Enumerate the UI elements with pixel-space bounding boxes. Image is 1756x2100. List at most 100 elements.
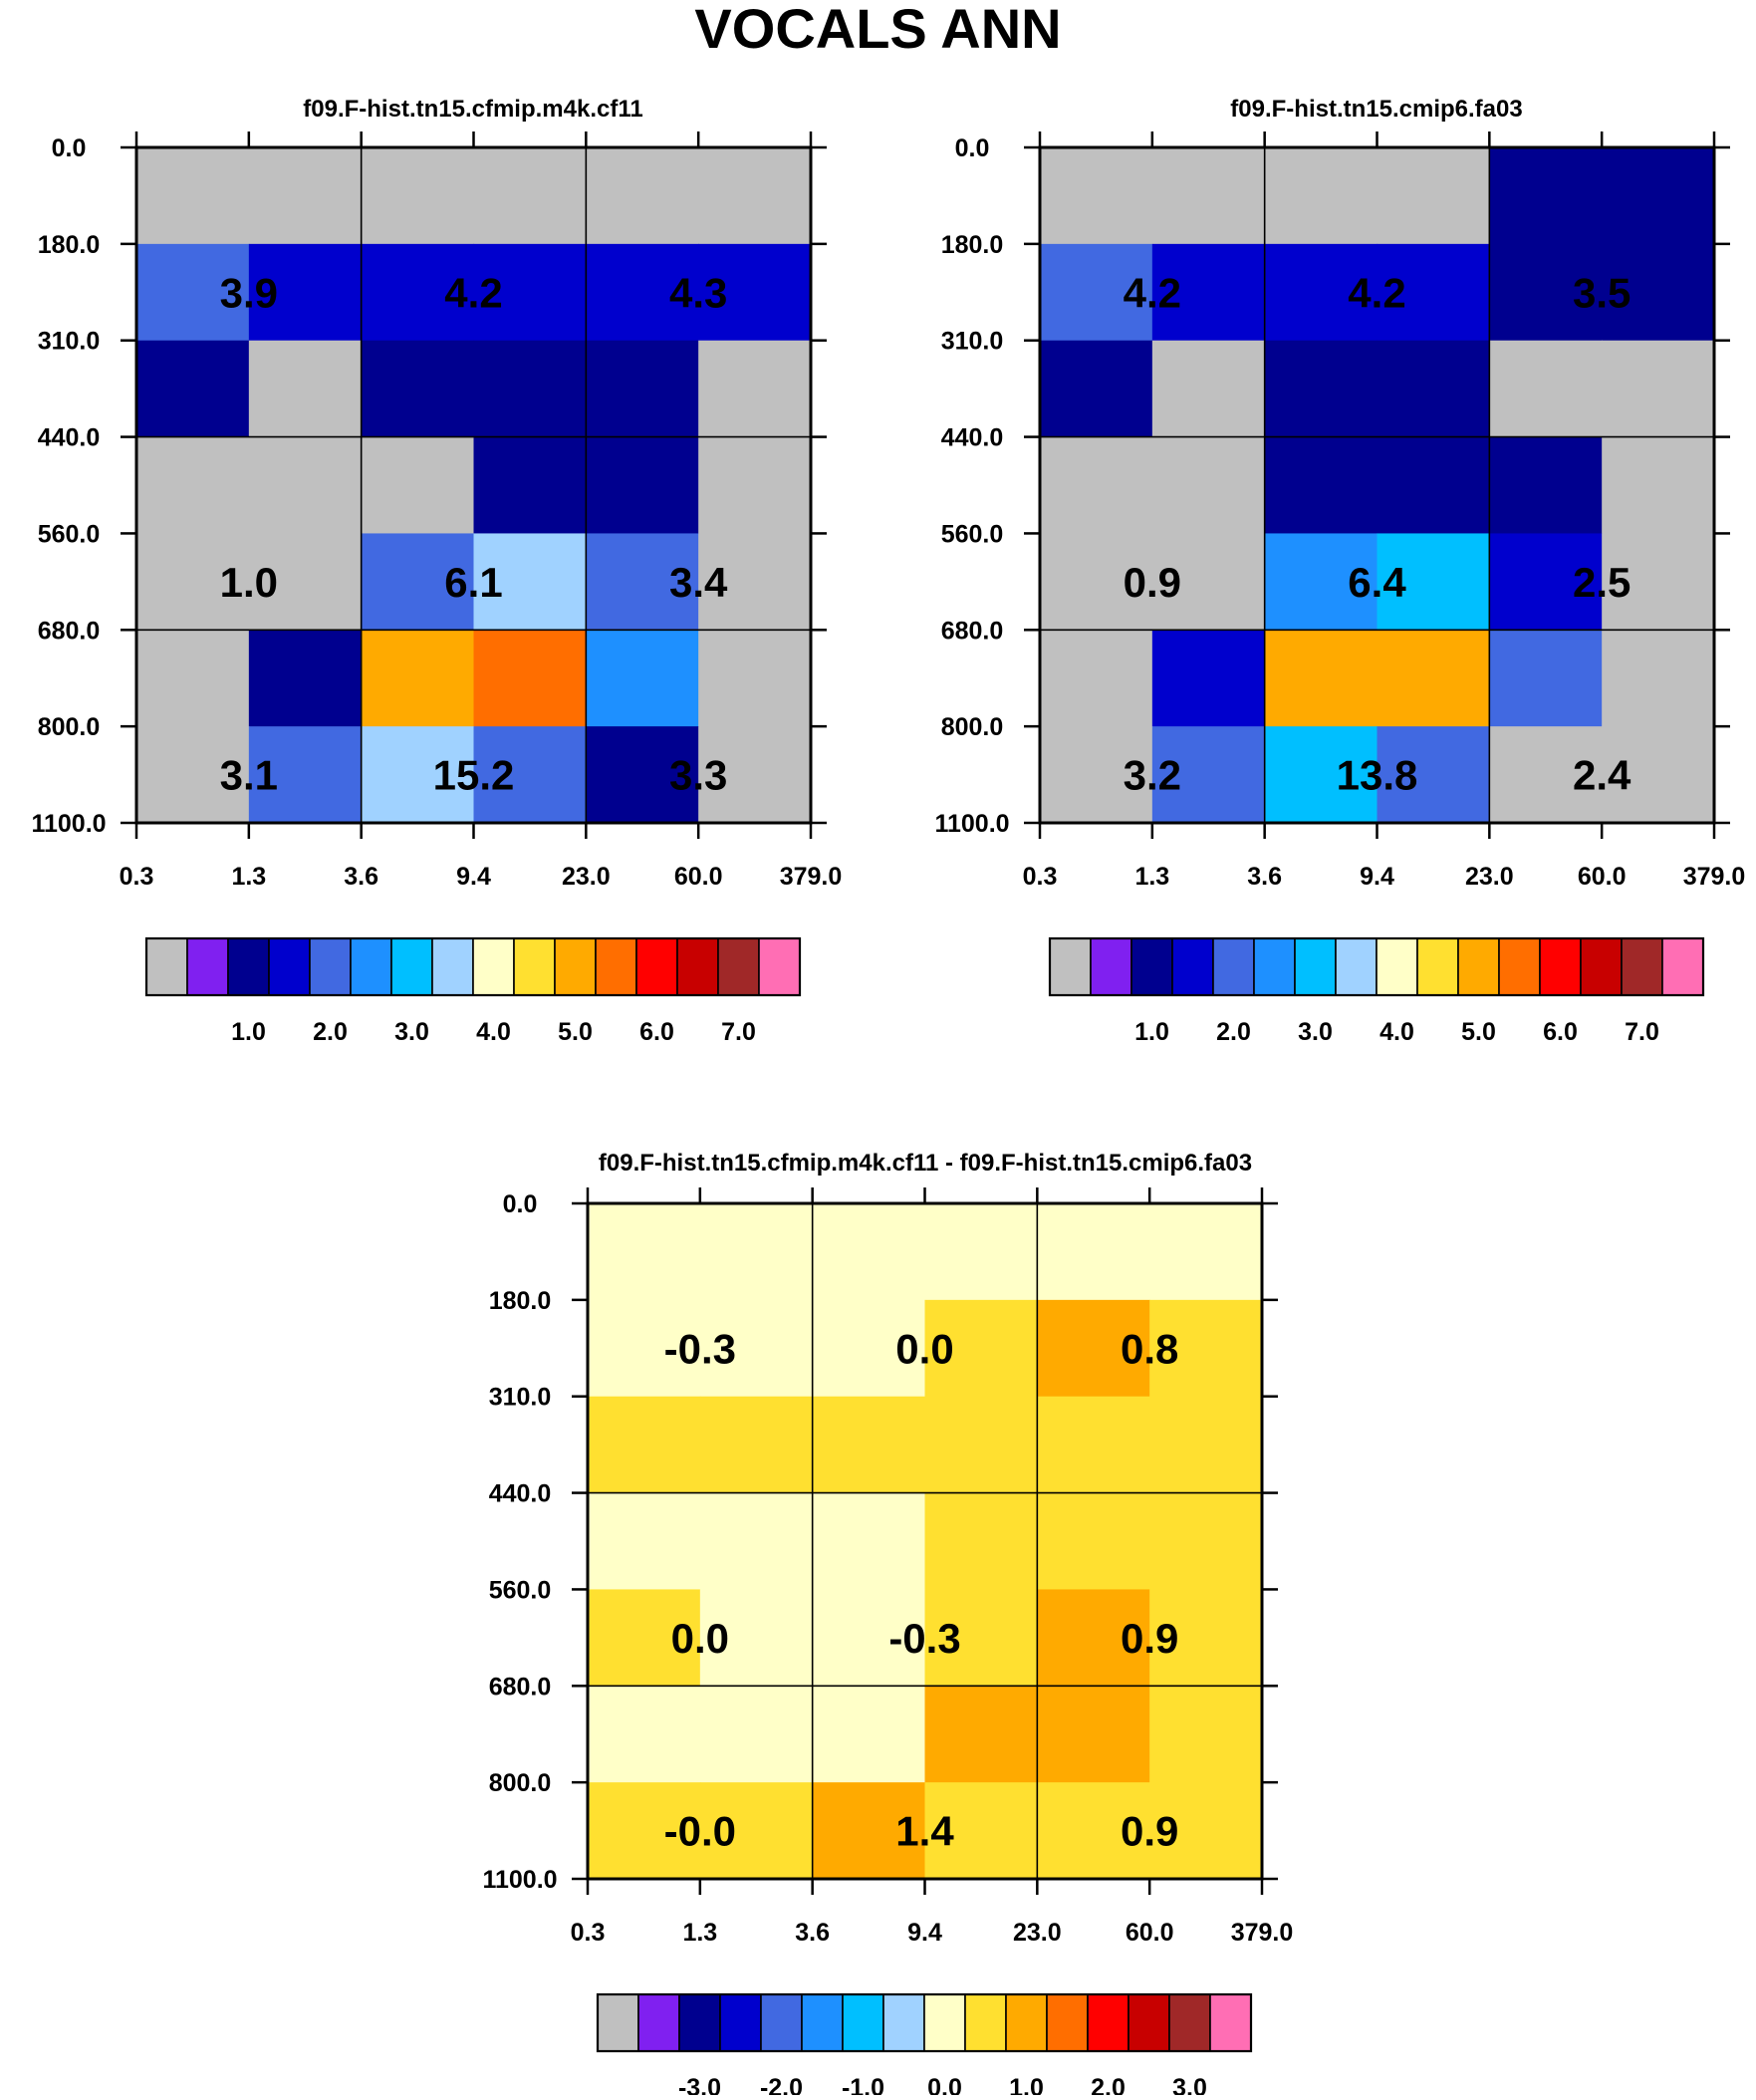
colorbar-label: 2.0 <box>1091 2074 1126 2095</box>
heatmap-cell <box>812 1299 926 1398</box>
y-tick-label: 0.0 <box>503 1190 538 1218</box>
colorbar-label: 3.0 <box>1298 1018 1333 1046</box>
heatmap-cell <box>473 533 587 631</box>
colorbar-label: 2.0 <box>1216 1018 1251 1046</box>
cell-value-label: 15.2 <box>433 752 515 799</box>
panel-difference: f09.F-hist.tn15.cfmip.m4k.cf11 - f09.F-h… <box>482 1150 1293 2100</box>
colorbar-swatch <box>472 937 515 996</box>
heatmap-cell <box>1037 1299 1150 1398</box>
cell-value-label: -0.3 <box>888 1615 960 1662</box>
panel-model-cf11: f09.F-hist.tn15.cfmip.m4k.cf11 3.9 4.2 4.3… <box>31 96 842 1046</box>
heatmap-cell <box>1489 340 1603 438</box>
colorbar-swatch <box>964 1993 1007 2052</box>
colorbar-frame <box>144 936 802 997</box>
cell-value-label: -0.3 <box>664 1325 736 1372</box>
heatmap-cell <box>812 1203 926 1301</box>
heatmap-cell <box>248 630 363 727</box>
x-tick-label: 3.6 <box>795 1919 830 1947</box>
x-tick-label: 9.4 <box>456 863 491 891</box>
y-tick-label: 680.0 <box>38 617 101 645</box>
heatmap-cell <box>361 533 475 631</box>
colorbar-label: 6.0 <box>639 1018 674 1046</box>
y-tick-label: 310.0 <box>489 1384 552 1412</box>
colorbar-swatch <box>1209 1993 1252 2052</box>
colorbar-swatch <box>145 937 188 996</box>
heatmap-cell <box>1377 340 1490 438</box>
heatmap-cell <box>586 243 699 342</box>
heatmap-cell <box>248 243 363 342</box>
heatmap-cell <box>248 340 363 438</box>
heatmap-cell <box>924 1782 1038 1880</box>
heatmap-cell <box>361 630 475 727</box>
heatmap-cell <box>812 1782 926 1880</box>
heatmap-cell <box>1602 726 1715 824</box>
cell-value-label: 13.8 <box>1337 752 1418 799</box>
heatmap-cell <box>361 726 475 824</box>
colorbar-swatch <box>676 937 719 996</box>
colorbar-swatch <box>431 937 474 996</box>
y-tick-label: 440.0 <box>38 424 101 452</box>
colorbar-swatch <box>1498 937 1541 996</box>
heatmap-cell <box>1489 147 1603 245</box>
x-tick-label: 1.3 <box>231 863 266 891</box>
cell-value-label: 0.0 <box>895 1325 953 1372</box>
heatmap-cell <box>136 726 250 824</box>
cell-value-label: 3.1 <box>220 752 278 799</box>
heatmap-cell <box>924 1492 1038 1591</box>
colorbar-swatch <box>268 937 311 996</box>
cell-value-label: 3.3 <box>669 752 727 799</box>
heatmap-cell <box>588 1299 701 1398</box>
panel-title: f09.F-hist.tn15.cfmip.m4k.cf11 - f09.F-h… <box>599 1150 1252 1177</box>
heatmap-cell <box>1149 1396 1263 1494</box>
heatmap-cell <box>586 340 699 438</box>
heatmap-cell <box>1040 726 1153 824</box>
heatmap-cell <box>1151 726 1266 824</box>
heatmap-cell <box>361 436 475 535</box>
colorbar-swatch <box>801 1993 844 2052</box>
heatmap-cell <box>1489 726 1603 824</box>
heatmap-cell <box>136 147 250 245</box>
heatmap-cell <box>1037 1686 1150 1783</box>
heatmap-cell <box>1149 1589 1263 1687</box>
cell-value-label: 1.0 <box>220 559 278 606</box>
heatmap-cell <box>1149 1299 1263 1398</box>
colorbar-label: 3.0 <box>394 1018 429 1046</box>
y-tick-label: 1100.0 <box>482 1866 557 1894</box>
colorbar-swatch <box>350 937 392 996</box>
figure-title: VOCALS ANN <box>694 0 1061 60</box>
colorbar-swatch <box>1130 937 1173 996</box>
heatmap-cell <box>1264 147 1379 245</box>
colorbar-swatch <box>1046 1993 1089 2052</box>
y-tick-label: 0.0 <box>955 134 990 162</box>
heatmap-cell <box>1151 436 1266 535</box>
heatmap-cell <box>586 726 699 824</box>
y-tick-label: 560.0 <box>489 1576 552 1604</box>
x-tick-label: 23.0 <box>1465 863 1514 891</box>
heatmap-cell <box>698 533 812 631</box>
heatmap-cell <box>1040 147 1153 245</box>
colorbar-label: 7.0 <box>1625 1018 1659 1046</box>
colorbar-swatch <box>309 937 352 996</box>
heatmap-cell <box>1040 340 1153 438</box>
y-tick-label: 440.0 <box>489 1480 552 1508</box>
colorbar-swatch <box>1621 937 1663 996</box>
y-tick-label: 180.0 <box>941 231 1004 259</box>
colorbar-label: -3.0 <box>678 2074 721 2095</box>
heatmap-cell <box>1264 340 1379 438</box>
heatmap-cell <box>361 147 475 245</box>
y-tick-label: 1100.0 <box>934 810 1009 838</box>
y-tick-label: 310.0 <box>941 328 1004 356</box>
heatmap-cell <box>698 726 812 824</box>
cell-value-label: 0.9 <box>1121 1808 1178 1855</box>
heatmap-cell <box>1377 726 1490 824</box>
heatmap-cell <box>699 1492 814 1591</box>
y-tick-label: 680.0 <box>489 1673 552 1701</box>
colorbar-frame <box>1048 936 1705 997</box>
colorbar-swatch <box>186 937 229 996</box>
cell-value-label: 4.2 <box>1124 269 1181 316</box>
heatmap-cell <box>1151 147 1266 245</box>
heatmap-cell <box>586 533 699 631</box>
colorbar-swatch <box>595 937 637 996</box>
